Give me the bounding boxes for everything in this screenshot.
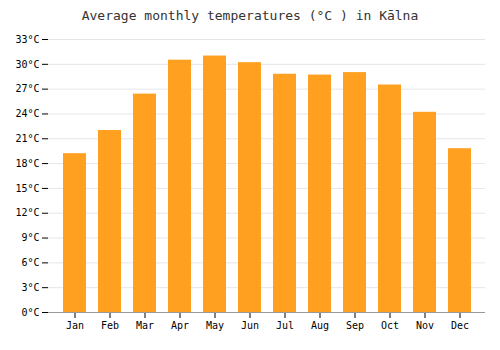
svg-text:Apr: Apr — [171, 320, 189, 331]
svg-text:Dec: Dec — [451, 320, 469, 331]
svg-text:12°C: 12°C — [15, 207, 39, 218]
svg-text:33°C: 33°C — [15, 34, 39, 45]
svg-text:0°C: 0°C — [21, 307, 39, 318]
svg-text:Jan: Jan — [66, 320, 84, 331]
svg-text:3°C: 3°C — [21, 282, 39, 293]
svg-text:9°C: 9°C — [21, 232, 39, 243]
svg-text:Feb: Feb — [101, 320, 119, 331]
svg-text:15°C: 15°C — [15, 183, 39, 194]
svg-text:Sep: Sep — [346, 320, 364, 331]
svg-text:Jul: Jul — [276, 320, 294, 331]
svg-text:24°C: 24°C — [15, 108, 39, 119]
svg-text:6°C: 6°C — [21, 257, 39, 268]
html-text:Average monthly temperatures (: Average monthly temperatures (°C ) in Kā… — [81, 8, 419, 23]
svg-text:18°C: 18°C — [15, 158, 39, 169]
svg-text:Aug: Aug — [311, 320, 329, 331]
svg-text:Mar: Mar — [136, 320, 154, 331]
svg-text:May: May — [206, 320, 224, 331]
svg-text:21°C: 21°C — [15, 133, 39, 144]
svg-text:Jun: Jun — [241, 320, 259, 331]
svg-text:Nov: Nov — [416, 320, 434, 331]
svg-text:Oct: Oct — [381, 320, 399, 331]
svg-text:30°C: 30°C — [15, 59, 39, 70]
svg-text:27°C: 27°C — [15, 83, 39, 94]
